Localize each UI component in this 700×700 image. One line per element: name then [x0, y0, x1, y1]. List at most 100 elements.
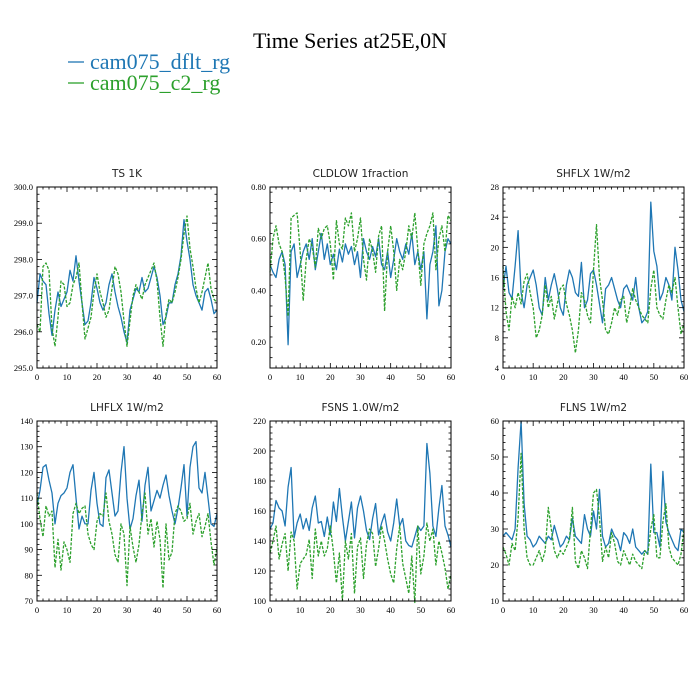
y-tick-label-cldlow: 0.60 — [251, 234, 266, 244]
x-tick-label-lhflx: 30 — [123, 605, 132, 615]
legend: cam075_dflt_rg cam075_c2_rg — [68, 49, 230, 95]
y-tick-label-flns: 10 — [491, 596, 500, 606]
y-tick-label-flns: 40 — [491, 488, 500, 498]
y-tick-label-ts: 297.0 — [14, 291, 33, 301]
x-tick-label-cldlow: 40 — [386, 372, 395, 382]
y-tick-label-lhflx: 130 — [20, 442, 33, 452]
y-tick-label-ts: 298.0 — [14, 254, 33, 264]
y-tick-label-flns: 60 — [491, 416, 500, 426]
y-tick-label-lhflx: 80 — [25, 570, 34, 580]
y-tick-label-fsns: 140 — [253, 536, 266, 546]
y-tick-label-fsns: 120 — [253, 566, 266, 576]
series-line-fsns-c2 — [269, 522, 452, 604]
x-tick-label-fsns: 50 — [417, 605, 426, 615]
x-tick-label-fsns: 40 — [386, 605, 395, 615]
y-tick-label-ts: 295.0 — [14, 363, 33, 373]
x-tick-label-cldlow: 0 — [268, 372, 272, 382]
series-line-ts-c2 — [36, 215, 218, 347]
x-tick-label-fsns: 30 — [356, 605, 365, 615]
panel-title-fsns: FSNS 1.0W/m2 — [322, 402, 400, 414]
y-tick-label-shflx: 20 — [491, 242, 500, 252]
y-tick-label-shflx: 8 — [495, 333, 499, 343]
x-tick-label-cldlow: 60 — [447, 372, 456, 382]
panel-title-flns: FLNS 1W/m2 — [560, 402, 627, 414]
y-tick-label-lhflx: 120 — [20, 467, 33, 477]
y-tick-label-fsns: 160 — [253, 506, 266, 516]
x-tick-label-ts: 0 — [35, 372, 39, 382]
plot-frame-lhflx — [36, 420, 218, 602]
series-line-cldlow-c2 — [269, 212, 452, 317]
series-line-ts-dflt — [36, 218, 218, 344]
x-tick-label-flns: 0 — [501, 605, 505, 615]
y-tick-label-ts: 299.0 — [14, 218, 33, 228]
y-tick-label-shflx: 24 — [491, 212, 500, 222]
x-tick-label-ts: 50 — [183, 372, 192, 382]
x-tick-label-lhflx: 20 — [93, 605, 102, 615]
series-line-fsns-dflt — [269, 442, 452, 548]
y-tick-label-lhflx: 100 — [20, 519, 33, 529]
y-tick-label-flns: 20 — [491, 560, 500, 570]
y-tick-label-cldlow: 0.40 — [251, 285, 266, 295]
x-tick-label-flns: 60 — [680, 605, 689, 615]
x-tick-label-flns: 30 — [589, 605, 598, 615]
panel-title-lhflx: LHFLX 1W/m2 — [90, 402, 164, 414]
figure-title: Time Series at25E,0N — [253, 28, 447, 53]
x-tick-label-shflx: 60 — [680, 372, 689, 382]
x-tick-label-shflx: 20 — [559, 372, 568, 382]
x-tick-label-flns: 10 — [529, 605, 538, 615]
panel-lhflx: LHFLX 1W/m2 0 10 20 30 40 50 60 70 80 90 100 110 120 1… — [20, 402, 221, 615]
x-tick-label-ts: 40 — [153, 372, 162, 382]
x-tick-label-fsns: 60 — [447, 605, 456, 615]
y-tick-label-shflx: 12 — [491, 303, 500, 313]
y-tick-label-shflx: 16 — [491, 273, 500, 283]
panel-title-shflx: SHFLX 1W/m2 — [556, 168, 631, 180]
y-tick-label-fsns: 180 — [253, 476, 266, 486]
x-tick-label-shflx: 0 — [501, 372, 505, 382]
x-tick-label-lhflx: 40 — [153, 605, 162, 615]
y-tick-label-lhflx: 140 — [20, 416, 33, 426]
y-tick-label-lhflx: 70 — [25, 596, 34, 606]
y-tick-label-lhflx: 110 — [21, 493, 33, 503]
panel-fsns: FSNS 1.0W/m2 0 10 20 30 40 50 60 100 120 140 160 180… — [253, 402, 455, 615]
panel-title-cldlow: CLDLOW 1fraction — [313, 168, 409, 180]
x-tick-label-flns: 20 — [559, 605, 568, 615]
x-tick-label-lhflx: 10 — [63, 605, 72, 615]
y-tick-label-fsns: 100 — [253, 596, 266, 606]
panel-title-ts: TS 1K — [111, 168, 143, 180]
series-line-flns-dflt — [502, 420, 685, 555]
y-tick-label-cldlow: 0.20 — [251, 337, 266, 347]
x-tick-label-shflx: 50 — [650, 372, 659, 382]
x-tick-label-shflx: 30 — [589, 372, 598, 382]
x-tick-label-ts: 30 — [123, 372, 132, 382]
series-line-lhflx-dflt — [36, 440, 218, 530]
y-tick-label-fsns: 200 — [253, 446, 266, 456]
x-tick-label-shflx: 40 — [619, 372, 628, 382]
y-tick-label-lhflx: 90 — [25, 545, 34, 555]
x-tick-label-fsns: 0 — [268, 605, 272, 615]
y-tick-label-flns: 50 — [491, 452, 500, 462]
panel-ts: TS 1K 0 10 20 30 40 50 60 295.0 296.0 297.0 298.0 29… — [14, 168, 221, 382]
y-tick-label-ts: 300.0 — [14, 182, 33, 192]
x-tick-label-cldlow: 50 — [417, 372, 426, 382]
legend-label-dflt: cam075_dflt_rg — [90, 49, 230, 74]
series-line-cldlow-dflt — [269, 225, 452, 346]
y-tick-label-cldlow: 0.80 — [251, 182, 266, 192]
x-tick-label-cldlow: 10 — [296, 372, 305, 382]
x-tick-label-flns: 50 — [650, 605, 659, 615]
x-tick-label-shflx: 10 — [529, 372, 538, 382]
x-tick-label-ts: 60 — [213, 372, 222, 382]
x-tick-label-fsns: 20 — [326, 605, 335, 615]
series-line-lhflx-c2 — [36, 492, 218, 589]
legend-label-c2: cam075_c2_rg — [90, 70, 220, 95]
panels: TS 1K0 10 20 30 40 50 60295.0296.0297.0298.029… — [14, 168, 688, 615]
x-tick-label-flns: 40 — [619, 605, 628, 615]
panel-shflx: SHFLX 1W/m2 0 10 20 30 40 50 60 4 8 12 16 20 24 28 — [491, 168, 689, 382]
x-tick-label-fsns: 10 — [296, 605, 305, 615]
panel-cldlow: CLDLOW 1fraction 0 10 20 30 40 50 60 0.20 0.40 0.6… — [251, 168, 455, 382]
y-tick-label-flns: 30 — [491, 524, 500, 534]
y-tick-label-fsns: 220 — [253, 416, 266, 426]
x-tick-label-lhflx: 0 — [35, 605, 39, 615]
y-tick-label-ts: 296.0 — [14, 327, 33, 337]
